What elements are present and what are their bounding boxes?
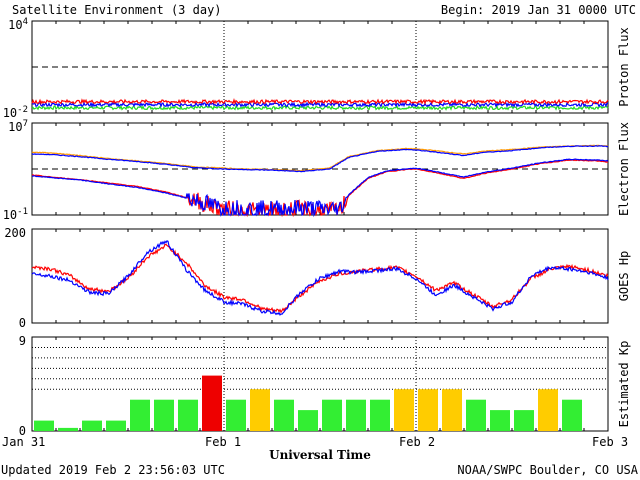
kp-bar-15 — [394, 389, 414, 431]
kp-bar-18 — [466, 399, 486, 431]
proton-blue-series — [31, 101, 609, 109]
proton-y-tick-min: 10-2 — [3, 105, 28, 120]
kp-bar-16 — [418, 389, 438, 431]
estimated-kp-panel: 9 0 Estimated Kp — [19, 334, 631, 438]
electron-red-series-2 — [32, 159, 609, 218]
kp-bar-10 — [274, 399, 294, 431]
kp-bar-11 — [298, 410, 318, 431]
electron-y-tick-max: 107 — [8, 119, 28, 134]
kp-bar-12 — [322, 399, 342, 431]
kp-bar-19 — [490, 410, 510, 431]
proton-flux-panel: 104 10-2 Proton Flux — [3, 17, 631, 120]
kp-bar-4 — [130, 399, 150, 431]
goes-y-tick-min: 0 — [19, 316, 26, 330]
goes-blue-series — [31, 240, 609, 316]
kp-bar-0 — [34, 420, 54, 431]
goes-hp-ylabel: GOES Hp — [617, 251, 631, 302]
electron-blue-series-1 — [31, 145, 609, 173]
kp-bar-20 — [514, 410, 534, 431]
kp-bar-22 — [562, 399, 582, 431]
x-tick-jan31: Jan 31 — [2, 435, 45, 449]
goes-hp-frame — [31, 228, 609, 324]
x-tick-feb3: Feb 3 — [592, 435, 628, 449]
electron-blue-series-3 — [32, 158, 609, 218]
electron-flux-ylabel: Electron Flux — [617, 122, 631, 216]
plot-title: Satellite Environment (3 day) — [12, 3, 222, 17]
x-tick-feb1: Feb 1 — [205, 435, 241, 449]
electron-flux-panel: 107 10-1 Electron Flux — [3, 119, 631, 222]
x-tick-feb2: Feb 2 — [399, 435, 435, 449]
proton-y-tick-max: 104 — [8, 17, 28, 32]
kp-bar-17 — [442, 389, 462, 431]
begin-time: Begin: 2019 Jan 31 0000 UTC — [441, 3, 636, 17]
kp-bar-21 — [538, 389, 558, 431]
kp-bar-8 — [226, 399, 246, 431]
kp-y-tick-max: 9 — [19, 334, 26, 348]
electron-y-tick-min: 10-1 — [3, 207, 28, 222]
kp-bar-5 — [154, 399, 174, 431]
kp-bar-9 — [250, 389, 270, 431]
goes-hp-panel: 200 0 GOES Hp — [4, 226, 631, 330]
goes-y-tick-max: 200 — [4, 226, 26, 240]
kp-bar-2 — [82, 420, 102, 431]
kp-bar-1 — [58, 427, 78, 431]
kp-bar-7 — [202, 375, 222, 431]
goes-red-series — [31, 243, 609, 314]
kp-bar-3 — [106, 420, 126, 431]
credit: NOAA/SWPC Boulder, CO USA — [457, 463, 638, 477]
kp-bar-13 — [346, 399, 366, 431]
proton-flux-ylabel: Proton Flux — [617, 27, 631, 106]
kp-bar-6 — [178, 399, 198, 431]
proton-red-series — [31, 97, 609, 106]
x-axis-label: Universal Time — [269, 448, 371, 462]
proton-flux-frame — [31, 20, 609, 114]
estimated-kp-ylabel: Estimated Kp — [617, 341, 631, 428]
kp-bar-14 — [370, 399, 390, 431]
updated-time: Updated 2019 Feb 2 23:56:03 UTC — [1, 463, 225, 477]
kp-y-tick-min: 0 — [19, 424, 26, 438]
